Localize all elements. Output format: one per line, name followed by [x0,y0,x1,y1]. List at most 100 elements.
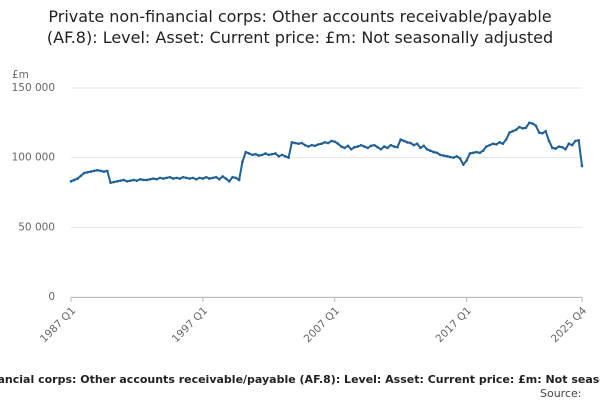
y-tick-label: 50 000 [18,221,55,233]
point [468,152,472,155]
point [303,143,307,147]
x-tick-label: 2017 Q1 [434,305,474,345]
point [204,175,208,179]
point [343,146,346,150]
point [122,178,126,182]
source: Source: [540,387,582,400]
point [544,129,548,133]
point [422,144,426,148]
point [475,150,478,154]
point [346,144,350,148]
point [152,177,155,180]
point [534,124,538,127]
point [564,148,567,151]
point [241,160,244,164]
point [415,142,419,146]
point [92,169,96,173]
point [115,180,119,183]
point [188,177,191,180]
point [392,145,396,148]
point [435,151,439,155]
line [70,121,583,184]
point [102,170,106,173]
point [326,141,330,145]
point [465,159,468,162]
point [574,139,577,143]
point [201,177,205,180]
point [389,143,393,147]
point [458,157,462,160]
point [471,151,475,155]
point [290,141,294,144]
point [316,143,320,146]
point [287,156,290,159]
point [438,153,442,157]
point [491,142,495,146]
point [478,151,482,155]
y-tick-label: 150 000 [12,82,55,94]
point [69,180,73,183]
point [257,154,261,157]
point [191,176,195,180]
point [425,148,429,151]
point [452,156,455,159]
point [541,131,544,135]
point [524,126,528,130]
point [267,153,271,157]
point [260,153,264,157]
point [165,176,168,180]
point [356,145,360,148]
point [158,176,162,180]
point [135,179,139,182]
point [76,177,79,180]
point [244,150,248,154]
point [386,146,389,150]
point [231,175,234,179]
point [551,146,554,150]
point [293,141,297,145]
point [333,140,337,143]
point [323,141,327,144]
point [175,176,178,180]
point [330,139,333,143]
point [429,149,432,152]
point [211,176,215,180]
point [531,122,534,125]
point [369,144,373,148]
point [79,174,83,178]
point [554,147,557,150]
point [264,152,267,155]
point [119,179,122,182]
point [132,178,135,182]
point [376,145,379,149]
point [455,154,459,158]
point [570,143,574,147]
point [448,155,452,159]
point [125,180,129,183]
point [504,138,508,141]
point [560,145,564,149]
point [336,142,340,146]
point [419,146,422,150]
point [178,177,182,180]
point [445,154,449,158]
point [399,138,402,141]
point [129,179,132,182]
point [481,149,485,152]
point [148,177,152,181]
point [221,175,224,178]
point [382,145,386,148]
y-tick-label: 100 000 [12,152,55,164]
point [340,145,343,148]
chart-title: Private non-financial corps: Other accou… [46,7,554,47]
point [501,142,505,146]
point [557,145,561,148]
point [300,141,304,145]
point [320,142,323,146]
point [580,164,584,168]
point [224,177,228,180]
point [409,141,412,145]
point [577,138,581,142]
y-axis-label: £m [12,69,29,81]
